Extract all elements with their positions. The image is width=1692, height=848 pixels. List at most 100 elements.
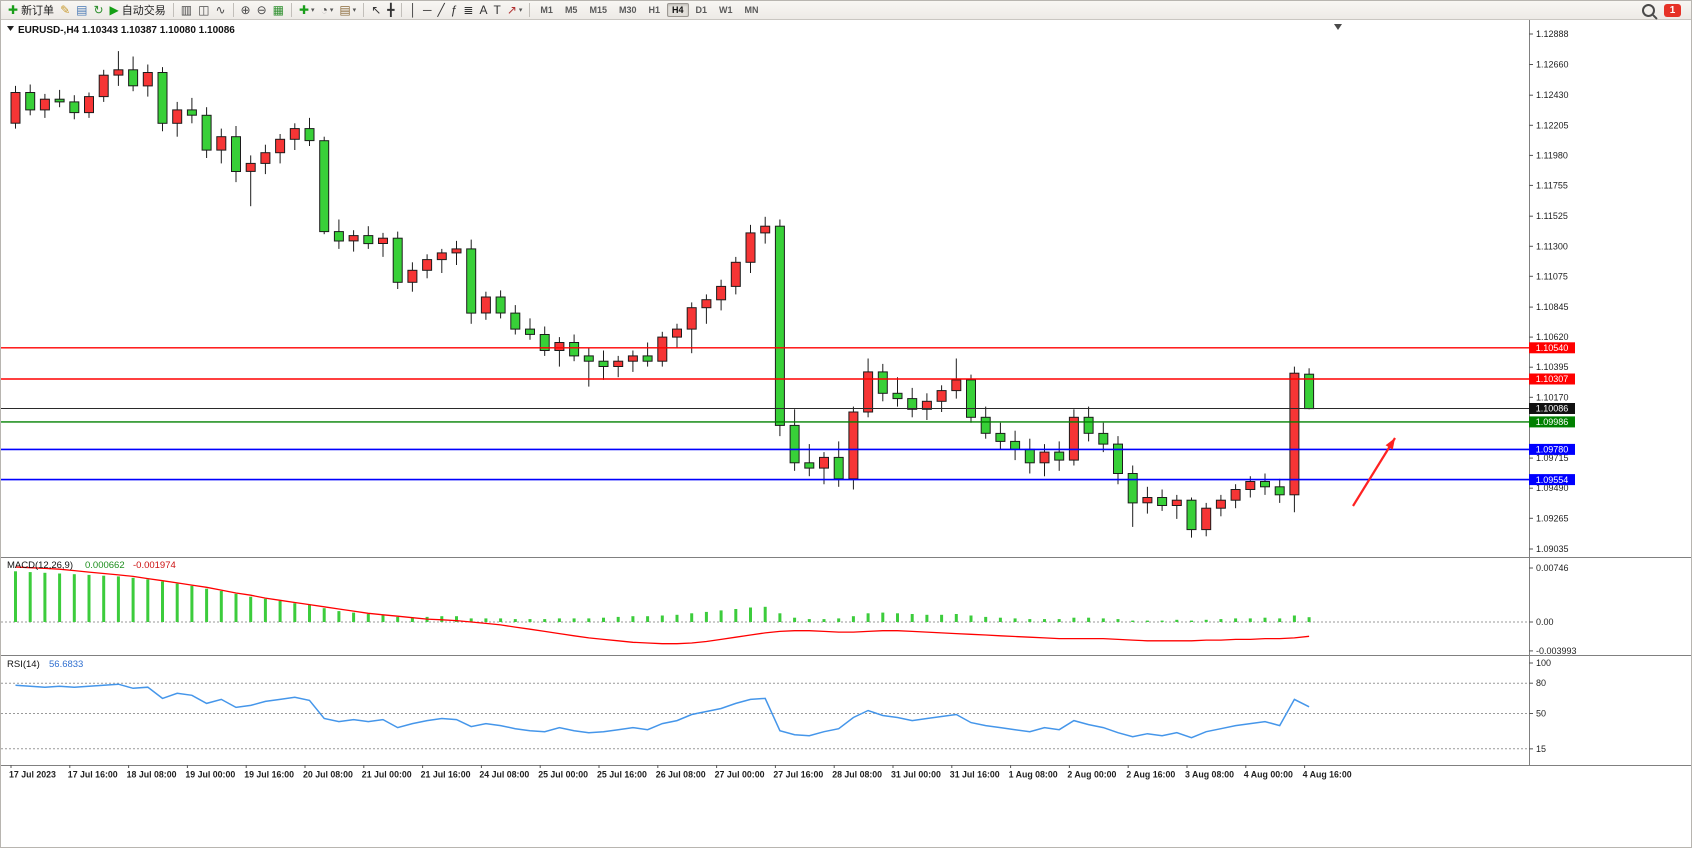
bar-chart-button[interactable]: ▥ xyxy=(178,2,195,19)
timeframe-m30-button[interactable]: M30 xyxy=(618,5,637,15)
candle xyxy=(304,117,315,146)
timeframe-w1-button[interactable]: W1 xyxy=(719,5,733,15)
price-tick-label: 1.11075 xyxy=(1536,271,1568,281)
macd-bar xyxy=(366,614,370,622)
toolbar-separator xyxy=(172,3,174,17)
timeframe-d1-button[interactable]: D1 xyxy=(695,5,708,15)
refresh-button[interactable]: ↻ xyxy=(90,2,106,19)
macd-bar xyxy=(543,619,547,622)
price-tag-1.09554[interactable] xyxy=(1529,474,1575,486)
new-order-button[interactable]: ✚ 新订单 xyxy=(5,2,57,19)
templates-button[interactable]: ▤ ▾ xyxy=(336,2,359,19)
candle xyxy=(907,387,918,418)
chart-shift-marker[interactable] xyxy=(1334,24,1342,30)
shapes-button[interactable]: ≣ xyxy=(460,2,476,19)
indicators-button[interactable]: ✚ ▾ xyxy=(296,2,318,19)
macd-bar xyxy=(1234,618,1238,622)
candle xyxy=(966,374,976,423)
timeframe-m15-button[interactable]: M15 xyxy=(589,5,607,15)
macd-bar xyxy=(1072,617,1076,622)
arrow-annotation[interactable] xyxy=(1352,437,1396,507)
autotrading-button[interactable]: ▶ 自动交易 xyxy=(107,2,169,19)
timeframe-m5-button[interactable]: M5 xyxy=(564,5,578,15)
macd-bar xyxy=(1219,619,1223,622)
fibonacci-button[interactable]: ƒ xyxy=(448,2,461,19)
candle xyxy=(642,342,653,367)
cursor-button[interactable]: ↖ xyxy=(368,2,384,19)
candle xyxy=(1068,409,1079,466)
fibonacci-icon: ƒ xyxy=(450,3,458,17)
text-icon: A xyxy=(479,3,488,17)
metaeditor-button[interactable]: ✎ xyxy=(57,2,73,19)
timeframe-m1-button[interactable]: M1 xyxy=(540,5,553,15)
price-tag-1.10540[interactable] xyxy=(1529,342,1575,354)
candle xyxy=(598,350,609,380)
crosshair-button[interactable]: ╋ xyxy=(384,2,397,19)
autotrading-play-icon: ▶ xyxy=(109,3,119,17)
price-tag-label: 1.09986 xyxy=(1536,417,1569,427)
toolbar: ✚ 新订单 ✎ ▤ ↻ ▶ 自动交易 ▥ ◫ ∿ ⊕ ⊖ ▦ ✚ ▾ ◔ ▾ ▤ ▾ ↖ ╋ │ ─ ╱ ƒ ≣ A T ↗ ▾ M1 M5 M… xyxy=(1,1,1691,20)
price-tick-label: 1.10845 xyxy=(1536,302,1569,312)
macd-bar xyxy=(866,613,870,622)
time-axis-label: 18 Jul 08:00 xyxy=(127,770,177,780)
price-tag-1.09986[interactable] xyxy=(1529,416,1575,428)
candlestick-chart-button[interactable]: ◫ xyxy=(195,2,212,19)
notification-badge[interactable]: 1 xyxy=(1664,3,1681,17)
timeframe-mn-button[interactable]: MN xyxy=(744,5,759,15)
text-label-button[interactable]: T xyxy=(491,2,504,19)
rsi-tick-label: 50 xyxy=(1536,709,1546,719)
time-axis-label: 25 Jul 16:00 xyxy=(597,770,647,780)
rsi-value: 56.6833 xyxy=(49,659,83,670)
search-icon[interactable] xyxy=(1642,3,1655,17)
price-tag-1.10307[interactable] xyxy=(1529,373,1575,385)
arrows-button[interactable]: ↗ ▾ xyxy=(504,2,526,19)
candle xyxy=(54,89,65,108)
macd-bar xyxy=(381,614,385,622)
time-axis-label: 4 Aug 16:00 xyxy=(1303,770,1352,780)
periods-button[interactable]: ◔ ▾ xyxy=(318,2,337,19)
vertical-line-button[interactable]: │ xyxy=(406,2,420,19)
main-chart-canvas[interactable]: 1.12888 1.12660 1.12430 1.12205 1.11980 1.117… xyxy=(1,20,1692,557)
macd-bar xyxy=(969,615,973,622)
dropdown-caret-icon: ▾ xyxy=(311,7,315,14)
candle xyxy=(39,93,50,118)
macd-bar xyxy=(1101,618,1105,622)
candle xyxy=(10,85,21,129)
macd-bar xyxy=(205,588,209,622)
time-axis-label: 2 Aug 16:00 xyxy=(1126,770,1175,780)
price-tag-1.09780[interactable] xyxy=(1529,443,1575,455)
price-tag-1.10086[interactable] xyxy=(1529,403,1575,414)
macd-bar xyxy=(1028,619,1032,622)
timeframe-h4-button[interactable]: H4 xyxy=(667,3,689,17)
candle xyxy=(289,123,300,150)
text-button[interactable]: A xyxy=(476,2,490,19)
macd-tick-label: 0.00 xyxy=(1536,617,1554,627)
line-chart-button[interactable]: ∿ xyxy=(212,2,228,19)
macd-bar xyxy=(116,576,120,622)
tile-windows-button[interactable]: ▦ xyxy=(270,2,287,19)
candle xyxy=(495,290,506,319)
macd-bar xyxy=(499,618,503,622)
symbol-dropdown-icon[interactable] xyxy=(7,26,14,31)
rsi-panel[interactable]: 100 80 50 15 RSI(14) 56.6833 xyxy=(1,655,1692,765)
profiles-button[interactable]: ▤ xyxy=(73,2,90,19)
macd-bar xyxy=(690,613,694,622)
macd-bar xyxy=(161,581,164,622)
time-axis-label: 20 Jul 08:00 xyxy=(303,770,353,780)
time-axis-label: 27 Jul 00:00 xyxy=(715,770,765,780)
horizontal-line-button[interactable]: ─ xyxy=(420,2,435,19)
macd-bar xyxy=(440,616,444,622)
trendline-button[interactable]: ╱ xyxy=(435,2,448,19)
zoom-out-button[interactable]: ⊖ xyxy=(254,2,270,19)
macd-bar xyxy=(14,571,17,622)
autotrading-button-label: 自动交易 xyxy=(121,5,166,17)
macd-panel[interactable]: 0.00746 0.00 -0.003993 MACD(12,26,9) 0.00066… xyxy=(1,557,1692,655)
time-axis-label: 25 Jul 00:00 xyxy=(538,770,588,780)
macd-bar xyxy=(322,608,326,622)
timeframe-h1-button[interactable]: H1 xyxy=(648,5,660,15)
macd-bar xyxy=(308,604,311,622)
macd-bar xyxy=(43,572,47,622)
zoom-in-button[interactable]: ⊕ xyxy=(238,2,254,19)
candle xyxy=(730,256,741,295)
time-axis[interactable]: 17 Jul 2023 17 Jul 16:00 18 Jul 08:00 19 Ju… xyxy=(1,765,1692,783)
